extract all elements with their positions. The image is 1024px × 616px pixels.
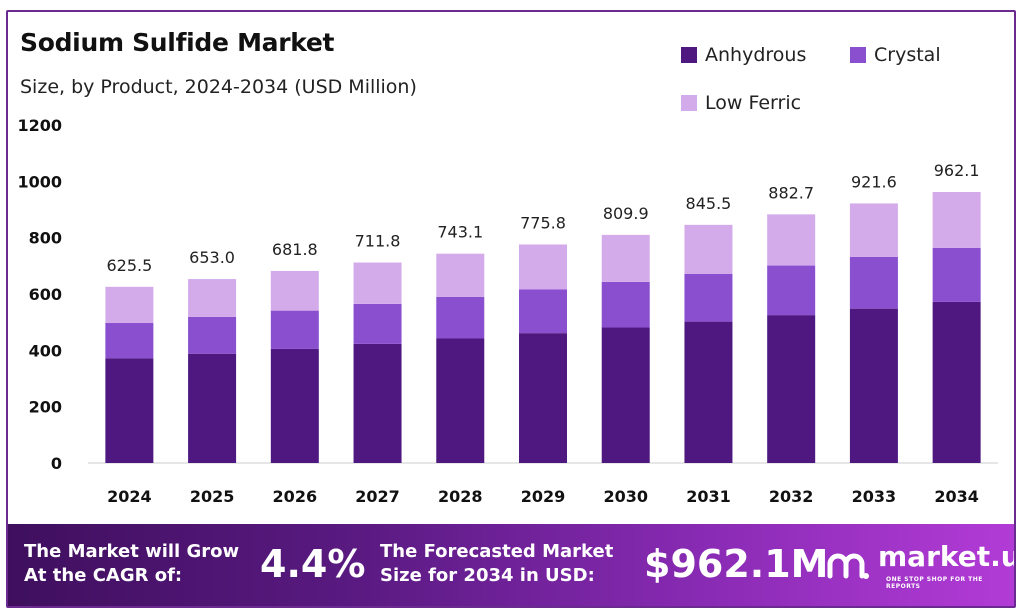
y-tick-label: 0 — [51, 454, 62, 473]
bar-segment-low-ferric — [270, 270, 319, 311]
legend-label-anhydrous: Anhydrous — [705, 44, 807, 66]
logo-text: market.us — [878, 540, 1014, 573]
bar-total-label: 775.8 — [520, 213, 566, 232]
bar-total-label: 743.1 — [437, 223, 483, 242]
bar-segment-anhydrous — [188, 353, 237, 463]
bar-segment-anhydrous — [767, 315, 816, 463]
legend-label-crystal: Crystal — [874, 44, 941, 66]
bar-segment-anhydrous — [684, 321, 733, 463]
bar-segment-crystal — [519, 289, 567, 334]
x-tick-label: 2025 — [190, 487, 235, 506]
bar-segment-anhydrous — [270, 348, 319, 463]
bar-segment-crystal — [767, 265, 816, 316]
x-tick-label: 2034 — [934, 487, 979, 506]
x-tick-label: 2031 — [686, 487, 731, 506]
logo-tagline: ONE STOP SHOP FOR THE REPORTS — [886, 576, 983, 590]
stacked-bar-chart: 0 200 400 600 800 1000 1200 625.5 2024 653.0 2025 6… — [17, 116, 998, 506]
bar-segment-low-ferric — [436, 253, 485, 297]
bar-segment-crystal — [353, 303, 402, 344]
forecast-label-line2: Size for 2034 in USD: — [380, 565, 595, 586]
legend-item-crystal: Crystal — [850, 44, 941, 66]
x-tick-label: 2027 — [355, 487, 400, 506]
bar-total-label: 921.6 — [851, 172, 897, 191]
bar-segment-crystal — [270, 310, 319, 349]
bar-segment-low-ferric — [767, 214, 816, 266]
bar-total-label: 882.7 — [768, 183, 814, 202]
y-tick-label: 200 — [29, 398, 62, 417]
bar-segment-low-ferric — [105, 286, 154, 324]
y-tick-label: 400 — [29, 341, 62, 360]
bar-segment-anhydrous — [849, 308, 898, 463]
chart-title: Sodium Sulfide Market — [20, 28, 335, 57]
bar-total-label: 711.8 — [355, 232, 401, 251]
y-tick-label: 1200 — [17, 116, 62, 135]
bar-segment-low-ferric — [601, 234, 650, 282]
bar-total-label: 681.8 — [272, 240, 318, 259]
bar-segment-low-ferric — [519, 244, 567, 290]
forecast-value: $962.1M — [644, 542, 829, 586]
legend-label-low-ferric: Low Ferric — [705, 92, 802, 114]
bar-total-label: 962.1 — [934, 161, 980, 180]
bar-segment-anhydrous — [519, 333, 567, 463]
bar-segment-low-ferric — [353, 262, 402, 304]
summary-banner: The Market will Grow At the CAGR of: 4.4… — [8, 524, 1014, 606]
chart-subtitle: Size, by Product, 2024-2034 (USD Million… — [20, 76, 417, 98]
bar-segment-anhydrous — [436, 338, 485, 463]
bar-segment-crystal — [105, 323, 154, 359]
y-tick-label: 1000 — [17, 172, 62, 191]
chart-frame: Sodium Sulfide Market Size, by Product, … — [6, 10, 1016, 608]
bar-segment-anhydrous — [932, 301, 981, 463]
cagr-value: 4.4% — [260, 542, 366, 586]
bar-segment-anhydrous — [601, 327, 650, 463]
bar-total-label: 809.9 — [603, 204, 649, 223]
bar-segment-crystal — [601, 281, 650, 328]
x-tick-label: 2026 — [273, 487, 318, 506]
cagr-label-line1: The Market will Grow — [24, 541, 240, 562]
bar-segment-crystal — [932, 247, 981, 302]
bar-segment-anhydrous — [353, 343, 402, 463]
legend-swatch-crystal — [850, 47, 866, 63]
x-tick-label: 2028 — [438, 487, 483, 506]
bar-segment-crystal — [188, 316, 237, 354]
legend-item-anhydrous: Anhydrous — [681, 44, 806, 66]
cagr-label: The Market will Grow At the CAGR of: — [24, 540, 239, 588]
market-us-logo-icon — [827, 553, 869, 579]
cagr-label-line2: At the CAGR of: — [24, 565, 183, 586]
y-tick-label: 800 — [29, 229, 62, 248]
bar-segment-low-ferric — [684, 224, 733, 275]
x-tick-label: 2024 — [107, 487, 152, 506]
bar-segment-crystal — [684, 274, 733, 322]
bar-segment-low-ferric — [188, 279, 237, 317]
bar-total-label: 653.0 — [189, 248, 235, 267]
bar-total-label: 845.5 — [686, 194, 732, 213]
forecast-label-line1: The Forecasted Market — [380, 541, 614, 562]
forecast-label: The Forecasted Market Size for 2034 in U… — [380, 540, 613, 588]
bar-segment-low-ferric — [932, 192, 981, 248]
y-tick-label: 600 — [29, 285, 62, 304]
legend-swatch-low-ferric — [681, 95, 697, 111]
bar-segment-crystal — [436, 296, 485, 339]
bar-segment-low-ferric — [849, 203, 898, 257]
x-tick-label: 2029 — [521, 487, 566, 506]
x-tick-label: 2032 — [769, 487, 814, 506]
bar-segment-crystal — [849, 256, 898, 309]
legend-swatch-anhydrous — [681, 47, 697, 63]
x-tick-label: 2030 — [603, 487, 648, 506]
bar-total-label: 625.5 — [106, 256, 152, 275]
bar-segment-anhydrous — [105, 358, 154, 463]
x-tick-label: 2033 — [852, 487, 897, 506]
legend-item-low-ferric: Low Ferric — [681, 92, 801, 114]
